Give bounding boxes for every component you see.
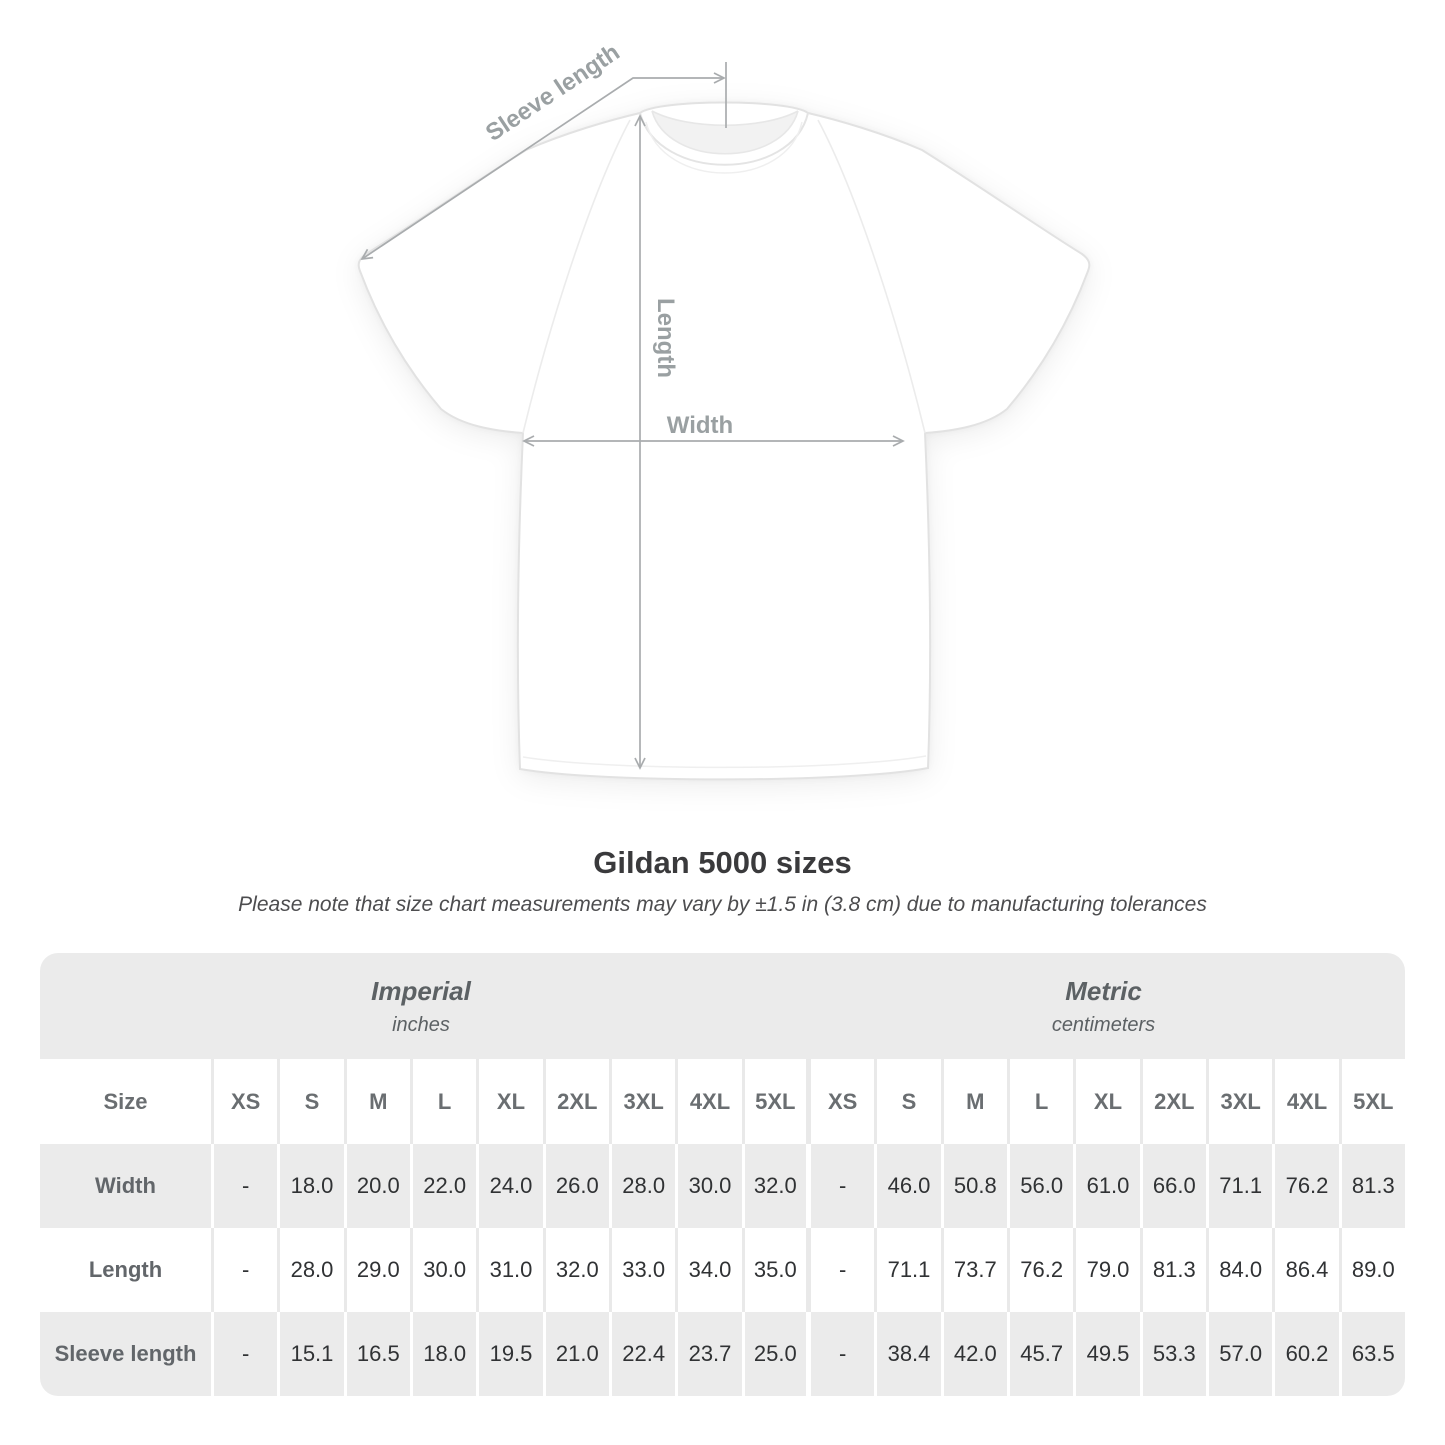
table-cell: 63.5 [1341, 1312, 1405, 1396]
table-cell: 25.0 [744, 1312, 808, 1396]
table-cell: 19.5 [479, 1312, 543, 1396]
table-cell: 76.2 [1009, 1228, 1074, 1312]
imperial-unit: inches [392, 1013, 450, 1036]
imperial-title: Imperial [371, 975, 471, 1006]
length-label: Length [652, 298, 679, 378]
table-cell: 22.4 [611, 1312, 676, 1396]
row-label: Width [40, 1144, 211, 1228]
size-col-header: 5XL [1341, 1059, 1405, 1144]
table-cell: 32.0 [545, 1228, 609, 1312]
table-cell: 34.0 [678, 1228, 742, 1312]
table-cell: 53.3 [1142, 1312, 1206, 1396]
table-cell: 30.0 [412, 1228, 477, 1312]
table-cell: 24.0 [479, 1144, 543, 1228]
table-cell: 28.0 [611, 1144, 676, 1228]
size-col-header: S [877, 1059, 941, 1144]
size-chart-table: Imperial inches Metric centimeters Size … [40, 953, 1405, 1396]
table-cell: 56.0 [1009, 1144, 1074, 1228]
table-cell: 26.0 [545, 1144, 609, 1228]
table-cell: 18.0 [412, 1312, 477, 1396]
table-cell: - [214, 1312, 278, 1396]
size-header-cell: Size [40, 1059, 211, 1144]
table-cell: 86.4 [1275, 1228, 1339, 1312]
table-cell: 42.0 [943, 1312, 1007, 1396]
size-col-header: XS [214, 1059, 278, 1144]
table-cell: - [214, 1144, 278, 1228]
size-col-header: 2XL [545, 1059, 609, 1144]
table-cell: 76.2 [1275, 1144, 1339, 1228]
table-cell: 35.0 [744, 1228, 808, 1312]
size-col-header: 3XL [1208, 1059, 1273, 1144]
table-cell: 73.7 [943, 1228, 1007, 1312]
tolerance-note: Please note that size chart measurements… [238, 893, 1207, 916]
table-cell: 32.0 [744, 1144, 808, 1228]
table-cell: 23.7 [678, 1312, 742, 1396]
size-col-header: XL [479, 1059, 543, 1144]
table-cell: 46.0 [877, 1144, 941, 1228]
table-cell: 81.3 [1341, 1144, 1405, 1228]
hem-stitch [522, 755, 927, 769]
table-cell: 71.1 [877, 1228, 941, 1312]
table-cell: 89.0 [1341, 1228, 1405, 1312]
table-cell: 66.0 [1142, 1144, 1206, 1228]
table-cell: 21.0 [545, 1312, 609, 1396]
size-col-header: 5XL [744, 1059, 808, 1144]
metric-band: Metric centimeters [802, 953, 1405, 1059]
table-cell: - [810, 1312, 875, 1396]
row-label: Sleeve length [40, 1312, 211, 1396]
sleeve-length-row: Sleeve length - 15.1 16.5 18.0 19.5 21.0… [40, 1312, 1405, 1396]
size-col-header: M [346, 1059, 410, 1144]
table-cell: 18.0 [280, 1144, 344, 1228]
imperial-band: Imperial inches [40, 953, 802, 1059]
width-label: Width [667, 412, 733, 439]
table-cell: 31.0 [479, 1228, 543, 1312]
unit-system-band: Imperial inches Metric centimeters [40, 953, 1405, 1059]
size-col-header: XL [1076, 1059, 1140, 1144]
size-col-header: 3XL [611, 1059, 676, 1144]
page-title: Gildan 5000 sizes [593, 845, 852, 880]
table-cell: 50.8 [943, 1144, 1007, 1228]
metric-unit: centimeters [1051, 1013, 1156, 1036]
sleeve-length-arrow [360, 72, 726, 261]
tshirt-measurement-diagram: Sleeve length Length Width [357, 39, 1091, 781]
size-col-header: L [412, 1059, 477, 1144]
size-col-header: XS [810, 1059, 875, 1144]
width-row: Width - 18.0 20.0 22.0 24.0 26.0 28.0 30… [40, 1144, 1405, 1228]
right-sleeve-seam [817, 119, 926, 434]
length-row: Length - 28.0 29.0 30.0 31.0 32.0 33.0 3… [40, 1228, 1405, 1312]
table-cell: - [810, 1228, 875, 1312]
table-cell: 45.7 [1009, 1312, 1074, 1396]
table-cell: 30.0 [678, 1144, 742, 1228]
table-cell: 22.0 [412, 1144, 477, 1228]
size-col-header: S [280, 1059, 344, 1144]
size-col-header: 4XL [1275, 1059, 1339, 1144]
table-cell: - [214, 1228, 278, 1312]
table-cell: 15.1 [280, 1312, 344, 1396]
size-col-header: M [943, 1059, 1007, 1144]
row-label: Length [40, 1228, 211, 1312]
table-cell: 38.4 [877, 1312, 941, 1396]
table-cell: 29.0 [346, 1228, 410, 1312]
table-cell: - [810, 1144, 875, 1228]
table-cell: 61.0 [1076, 1144, 1140, 1228]
table-cell: 60.2 [1275, 1312, 1339, 1396]
table-cell: 84.0 [1208, 1228, 1273, 1312]
table-cell: 28.0 [280, 1228, 344, 1312]
table-cell: 71.1 [1208, 1144, 1273, 1228]
table-cell: 33.0 [611, 1228, 676, 1312]
size-col-header: 4XL [678, 1059, 742, 1144]
table-cell: 81.3 [1142, 1228, 1206, 1312]
table-cell: 49.5 [1076, 1312, 1140, 1396]
table-cell: 57.0 [1208, 1312, 1273, 1396]
metric-title: Metric [1065, 975, 1142, 1006]
size-header-row: Size XS S M L XL 2XL 3XL 4XL 5XL XS S M … [40, 1059, 1405, 1144]
size-col-header: L [1009, 1059, 1074, 1144]
table-cell: 16.5 [346, 1312, 410, 1396]
table-cell: 79.0 [1076, 1228, 1140, 1312]
table-cell: 20.0 [346, 1144, 410, 1228]
size-col-header: 2XL [1142, 1059, 1206, 1144]
